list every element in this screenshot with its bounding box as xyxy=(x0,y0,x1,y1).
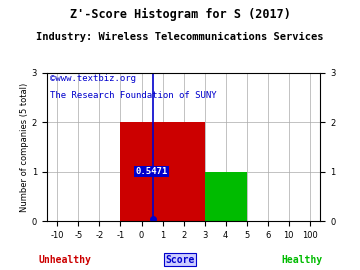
Text: The Research Foundation of SUNY: The Research Foundation of SUNY xyxy=(50,91,216,100)
Text: Industry: Wireless Telecommunications Services: Industry: Wireless Telecommunications Se… xyxy=(36,32,324,42)
Text: ©www.textbiz.org: ©www.textbiz.org xyxy=(50,74,135,83)
Text: Z'-Score Histogram for S (2017): Z'-Score Histogram for S (2017) xyxy=(69,8,291,21)
Text: Unhealthy: Unhealthy xyxy=(39,255,91,265)
Y-axis label: Number of companies (5 total): Number of companies (5 total) xyxy=(20,83,29,212)
Text: Healthy: Healthy xyxy=(282,255,323,265)
Bar xyxy=(121,122,204,221)
Bar xyxy=(204,172,247,221)
Text: Score: Score xyxy=(165,255,195,265)
Text: 0.5471: 0.5471 xyxy=(135,167,167,176)
